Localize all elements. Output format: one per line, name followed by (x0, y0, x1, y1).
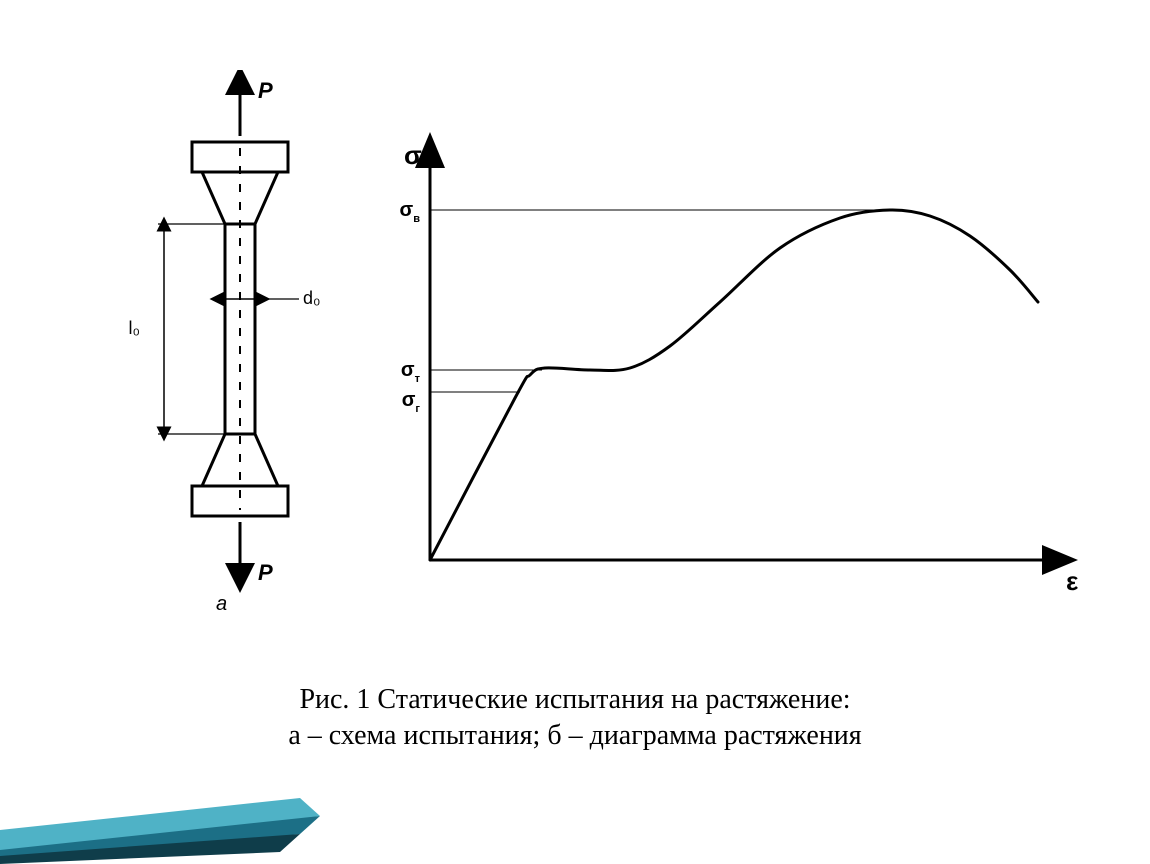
svg-text:l₀: l₀ (129, 318, 140, 338)
caption-line-1: Рис. 1 Статические испытания на растяжен… (0, 684, 1150, 716)
svg-text:P: P (258, 560, 273, 585)
svg-text:ε: ε (1066, 566, 1078, 596)
svg-text:σв: σв (400, 199, 421, 225)
stage: P Pd₀ l₀ а σ ε σв σт σг Рис. 1 Статические испы… (0, 0, 1150, 864)
stress-strain-chart: σ ε σв σт σг (370, 130, 1090, 600)
svg-text:а: а (216, 593, 227, 615)
specimen-diagram: P Pd₀ l₀ а (120, 70, 330, 650)
svg-text:σт: σт (401, 359, 421, 385)
svg-text:d₀: d₀ (303, 288, 320, 308)
caption-line-2: а – схема испытания; б – диаграмма растя… (0, 720, 1150, 752)
svg-text:P: P (258, 78, 273, 103)
svg-text:σ: σ (404, 140, 422, 170)
svg-text:σг: σг (402, 389, 421, 415)
figure-caption: Рис. 1 Статические испытания на растяжен… (0, 680, 1150, 756)
corner-ribbon (0, 798, 320, 864)
